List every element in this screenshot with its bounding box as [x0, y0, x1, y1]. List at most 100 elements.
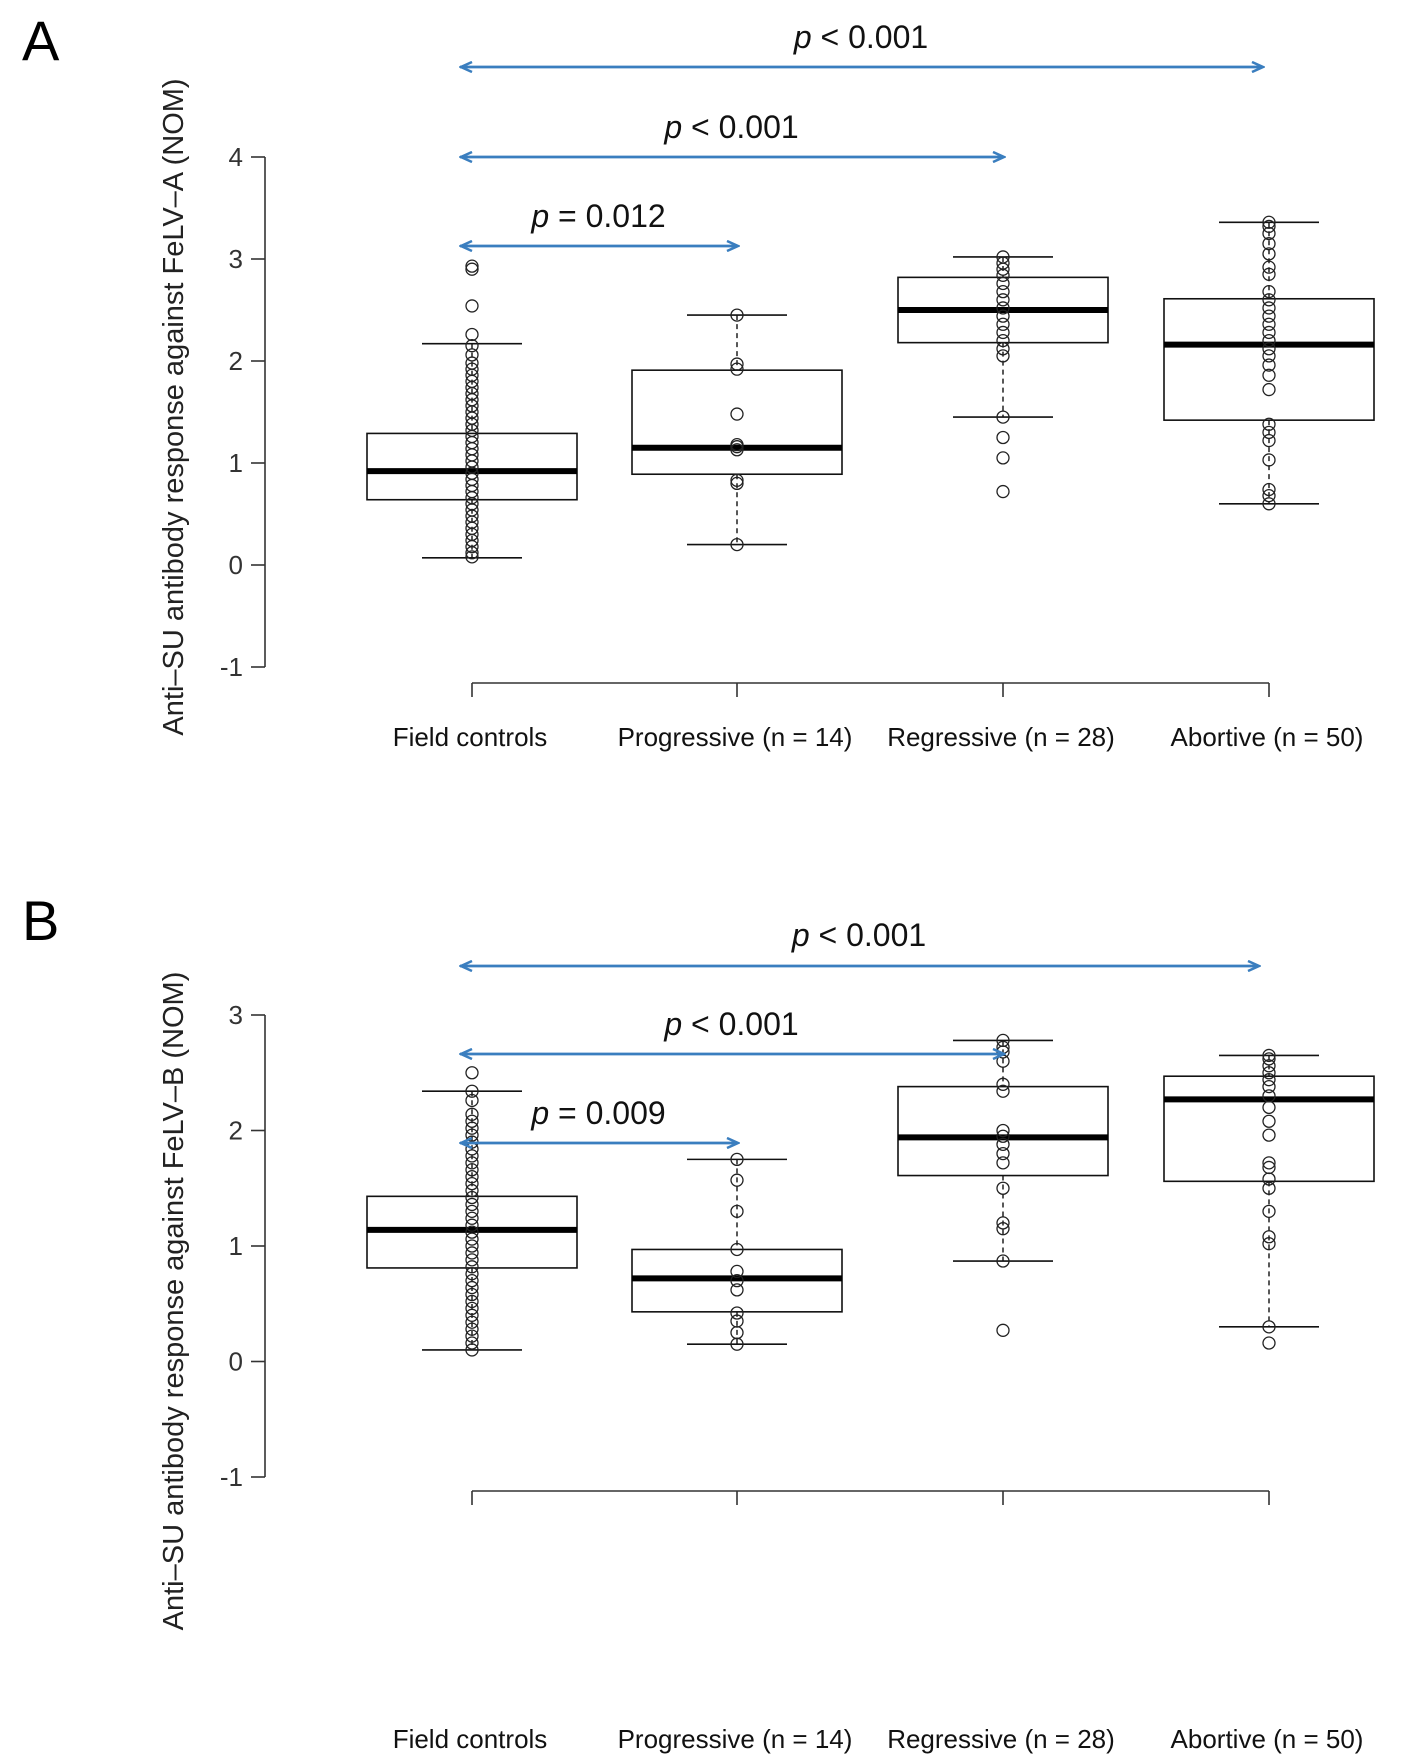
data-point: [465, 1246, 479, 1260]
data-point: [996, 1146, 1010, 1161]
data-point: [465, 1149, 479, 1163]
data-point: [996, 1254, 1010, 1268]
data-point: [465, 1315, 479, 1329]
box-group: [366, 1066, 578, 1357]
data-point: [996, 1181, 1010, 1195]
boxplot-chart-b: -1 0 1 2 3 Anti–SU antibody response against …: [158, 917, 1375, 1754]
data-point: [1262, 1048, 1276, 1063]
data-point: [465, 1121, 479, 1135]
data-point: [1262, 1204, 1276, 1219]
p-value-text: < 0.001: [810, 917, 927, 953]
data-point: [1262, 1089, 1276, 1103]
data-point: [730, 1242, 744, 1257]
box-group: [897, 250, 1109, 499]
data-point: [1262, 325, 1276, 340]
data-point: [465, 1170, 479, 1184]
data-point: [996, 250, 1010, 264]
data-point: [730, 407, 744, 421]
data-point: [1262, 1052, 1276, 1066]
box-group: [897, 1033, 1109, 1337]
data-point: [465, 1066, 479, 1080]
data-point: [465, 1225, 479, 1239]
x-tick-label: Progressive (n = 14): [618, 1724, 853, 1754]
data-point: [1262, 342, 1276, 356]
panel-label: A: [22, 9, 60, 72]
box-iqr: [897, 1085, 1109, 1177]
data-point: [1262, 301, 1276, 315]
data-point: [465, 1294, 479, 1309]
data-point: [465, 339, 479, 353]
data-point: [996, 276, 1010, 291]
data-point: [465, 1336, 479, 1350]
data-point: [1262, 219, 1276, 234]
data-point: [1262, 425, 1276, 440]
data-point: [1262, 417, 1276, 431]
data-point: [996, 1156, 1010, 1170]
box-group: [1163, 1048, 1375, 1350]
y-tick-label: 4: [229, 142, 243, 172]
data-point: [730, 437, 744, 452]
data-point: [996, 1137, 1010, 1152]
data-point: [730, 1283, 744, 1297]
panel-a: A -1 0 1 2 3 4 Anti–SU antibody response again…: [22, 9, 1375, 752]
y-tick-label: 0: [229, 1347, 243, 1377]
data-point: [1262, 1336, 1276, 1350]
data-point: [996, 1323, 1010, 1337]
data-point: [465, 1301, 479, 1316]
data-point: [996, 309, 1010, 323]
p-value-label: p < 0.001: [663, 1006, 798, 1042]
x-tick-label: Regressive (n = 28): [887, 722, 1115, 752]
data-point: [1262, 1230, 1276, 1244]
data-point: [1262, 433, 1276, 448]
x-tick-label: Regressive (n = 28): [887, 1724, 1115, 1754]
data-point: [730, 1152, 744, 1167]
data-point: [465, 362, 479, 376]
data-point: [996, 430, 1010, 445]
data-point: [730, 1173, 744, 1187]
box-group: [631, 1152, 843, 1351]
box-group: [1163, 215, 1375, 511]
data-point: [465, 262, 479, 276]
data-point: [1262, 1059, 1276, 1073]
data-point: [465, 1093, 479, 1108]
y-tick-label: -1: [220, 1462, 243, 1492]
data-point: [996, 349, 1010, 363]
data-point: [465, 550, 479, 564]
y-tick-label: -1: [220, 652, 243, 682]
data-point: [1262, 267, 1276, 281]
data-point: [730, 473, 744, 487]
data-point: [465, 1239, 479, 1253]
data-point: [465, 1267, 479, 1281]
data-point: [465, 348, 479, 362]
p-symbol: p: [663, 1006, 682, 1042]
p-symbol: p: [663, 109, 682, 145]
x-tick-label: Field controls: [393, 722, 548, 752]
box-group: [631, 308, 843, 552]
data-point: [730, 443, 744, 457]
data-point: [1262, 1160, 1276, 1175]
data-point: [996, 1129, 1010, 1143]
data-point: [730, 1306, 744, 1320]
data-point: [996, 1216, 1010, 1230]
data-point: [465, 1308, 479, 1322]
data-point: [465, 327, 479, 342]
data-point: [1262, 260, 1276, 274]
data-point: [996, 1222, 1010, 1236]
data-point: [996, 342, 1010, 356]
data-point: [730, 476, 744, 491]
y-axis-label: Anti–SU antibody response against FeLV–A…: [158, 78, 190, 735]
data-point: [730, 1264, 744, 1279]
y-tick-label: 3: [229, 1000, 243, 1030]
p-value-label: p < 0.001: [791, 917, 926, 953]
data-point: [465, 1190, 479, 1205]
data-point: [465, 1232, 479, 1246]
data-point: [1262, 1128, 1276, 1142]
p-symbol: p: [793, 19, 812, 55]
data-point: [1262, 382, 1276, 397]
data-point: [1262, 1181, 1276, 1195]
data-point: [1262, 358, 1276, 372]
data-point: [465, 1218, 479, 1232]
data-point: [996, 325, 1010, 340]
boxplot-chart-a: -1 0 1 2 3 4 Anti–SU antibody response against…: [158, 19, 1375, 752]
data-point: [996, 410, 1010, 424]
